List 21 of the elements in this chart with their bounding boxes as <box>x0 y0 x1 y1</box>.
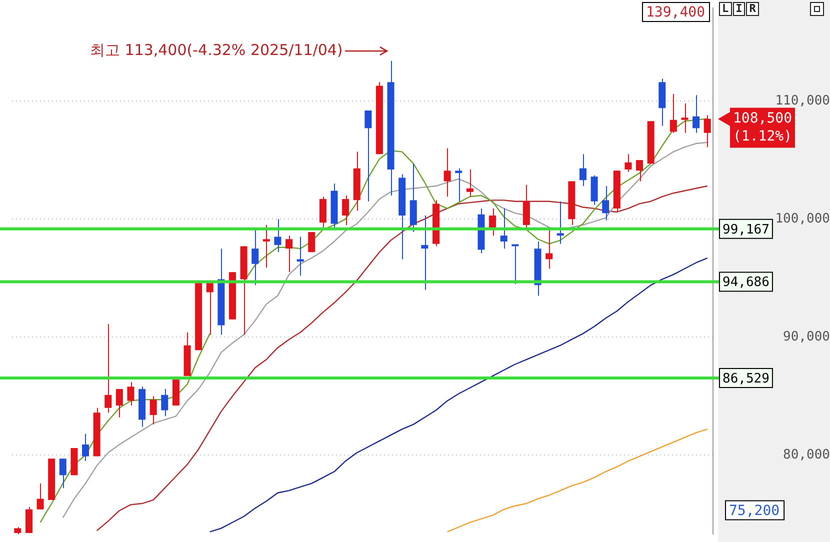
y-tick-label: 110,000 <box>775 93 830 108</box>
y-tick-label: 90,000 <box>783 329 830 344</box>
candlestick <box>184 332 191 377</box>
candlestick <box>262 224 270 268</box>
candlestick <box>296 236 304 276</box>
annotation: 최고 113,400(-4.32% 2025/11/04) <box>90 40 343 59</box>
ref-line-label: 86,529 <box>722 371 770 386</box>
candlestick <box>512 244 519 284</box>
candlestick <box>681 102 688 134</box>
annotation: 139,400 <box>646 4 706 21</box>
ref-line-label: 94,686 <box>722 275 770 290</box>
text: 108,500 (1.12%) <box>733 110 792 144</box>
y-tick-label: 100,000 <box>775 211 830 226</box>
candlestick <box>455 168 462 202</box>
text: L <box>719 2 732 16</box>
text: R <box>746 2 759 16</box>
ref-line-label: 99,167 <box>722 222 770 238</box>
text: I <box>732 2 746 16</box>
y-tick-label: 80,000 <box>783 447 830 462</box>
text: 75,200 <box>729 502 780 519</box>
candlestick <box>556 200 564 244</box>
